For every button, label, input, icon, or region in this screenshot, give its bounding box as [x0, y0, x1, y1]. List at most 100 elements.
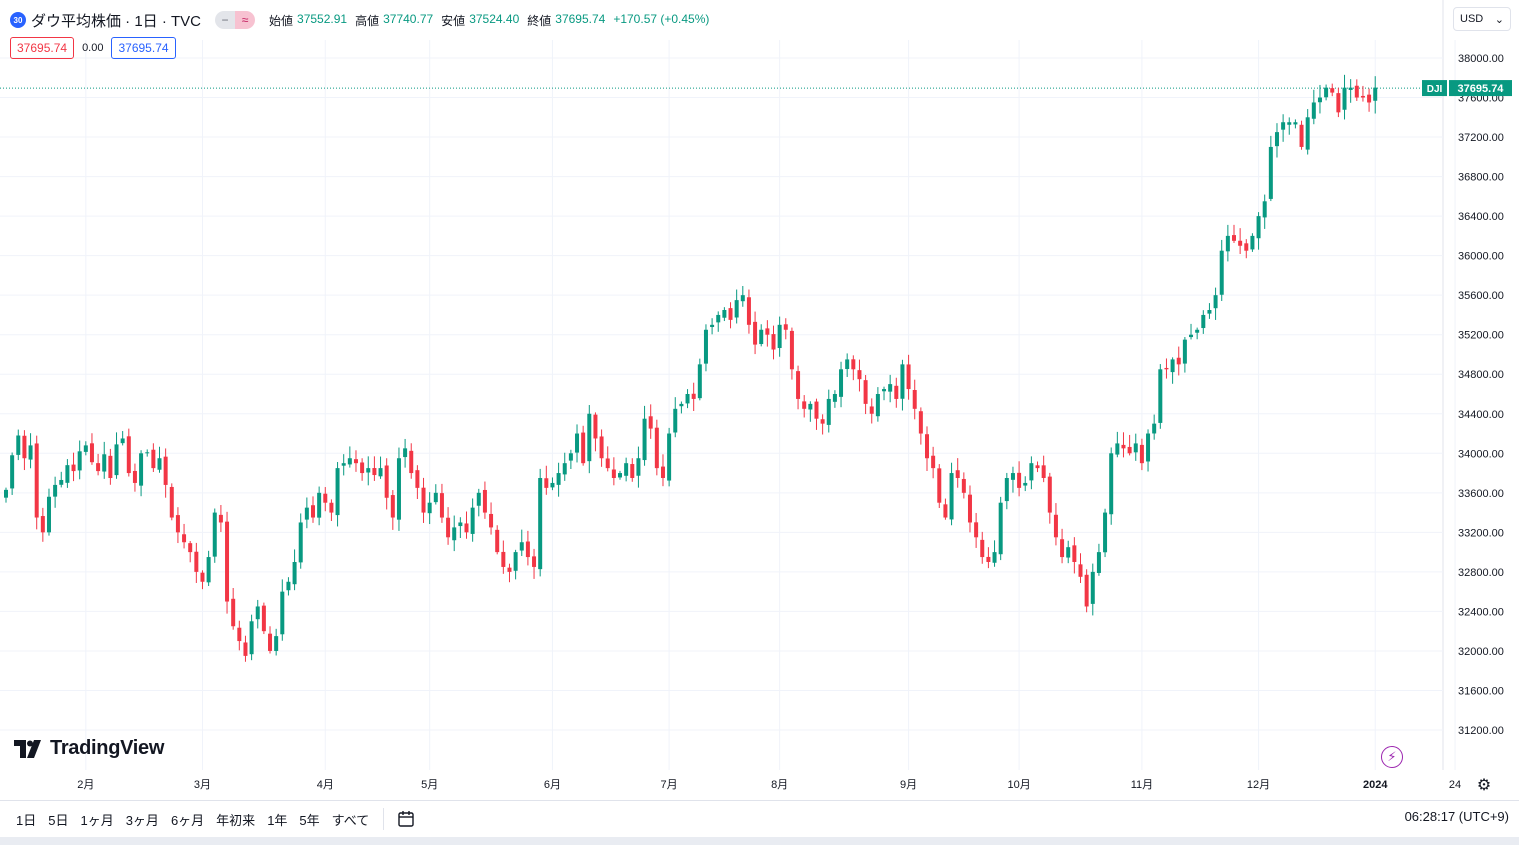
candle-body: [740, 295, 745, 302]
y-tick-label: 35200.00: [1458, 330, 1504, 342]
symbol-badge-icon[interactable]: 30: [10, 12, 26, 28]
price-chart[interactable]: 38000.0037600.0037200.0036800.0036400.00…: [0, 0, 1519, 800]
sell-price-button[interactable]: 37695.74: [10, 37, 75, 59]
candle-body: [40, 516, 45, 533]
candle-body: [992, 552, 997, 563]
candle-body: [335, 468, 340, 516]
compare-icon[interactable]: ≈: [235, 11, 256, 29]
candle-body: [906, 364, 911, 390]
candles: [4, 74, 1378, 662]
timeframe-button[interactable]: 5年: [299, 812, 320, 828]
candle-body: [660, 466, 665, 478]
candle-body: [403, 448, 408, 458]
candle-body: [96, 463, 101, 472]
bid-ask-row: 37695.74 0.00 37695.74: [10, 37, 176, 59]
clock-timezone[interactable]: 06:28:17 (UTC+9): [1404, 809, 1509, 824]
candle-body: [875, 394, 880, 417]
candle-body: [538, 478, 543, 570]
candle-body: [323, 493, 328, 503]
candle-body: [439, 493, 444, 518]
x-tick-label: 2024: [1363, 779, 1388, 791]
candle-body: [667, 433, 672, 481]
candle-body: [145, 452, 150, 454]
high-value: 37740.77: [383, 11, 434, 26]
candle-body: [353, 459, 358, 464]
candle-body: [949, 473, 954, 520]
candle-body: [427, 502, 432, 514]
x-tick-label: 11月: [1131, 779, 1153, 791]
y-tick-label: 31200.00: [1458, 725, 1504, 737]
candle-body: [832, 394, 837, 402]
candle-body: [1256, 216, 1261, 239]
symbol-title[interactable]: ダウ平均株価 · 1日 · TVC: [31, 12, 202, 30]
candle-body: [1342, 87, 1347, 110]
candle-body: [1078, 564, 1083, 577]
candle-body: [796, 371, 801, 399]
candle-body: [200, 572, 205, 582]
footer-strip: [0, 837, 1519, 845]
candle-body: [900, 364, 905, 399]
buy-price-button[interactable]: 37695.74: [111, 37, 176, 59]
candle-body: [458, 522, 463, 527]
candle-body: [114, 444, 119, 476]
x-tick-label: 4月: [317, 779, 334, 791]
candle-body: [998, 502, 1003, 555]
candle-body: [851, 359, 856, 370]
timeframe-button[interactable]: 5日: [48, 812, 69, 828]
candle-body: [304, 507, 309, 520]
candle-body: [1330, 88, 1335, 93]
flash-icon[interactable]: ⚡: [1381, 746, 1403, 768]
candle-body: [34, 443, 39, 518]
x-tick-label: 5月: [421, 779, 438, 791]
x-tick-label: 9月: [900, 779, 917, 791]
candle-body: [1373, 87, 1378, 101]
candle-body: [28, 445, 33, 460]
candle-body: [89, 443, 94, 463]
candle-body: [1139, 444, 1144, 464]
timeframe-button[interactable]: 1年: [267, 812, 288, 828]
candle-body: [65, 465, 70, 483]
candle-body: [495, 529, 500, 553]
candle-body: [225, 521, 230, 602]
candle-body: [1201, 314, 1206, 329]
timeframe-button[interactable]: 6ヶ月: [170, 812, 205, 828]
candle-body: [298, 522, 303, 563]
candle-body: [212, 512, 217, 557]
calendar-icon[interactable]: [392, 805, 420, 833]
candle-body: [1041, 465, 1046, 478]
candle-body: [489, 513, 494, 528]
candle-body: [575, 433, 580, 453]
currency-select[interactable]: USD ⌄: [1453, 7, 1511, 31]
low-value: 37524.40: [469, 11, 520, 26]
candle-body: [931, 455, 936, 469]
candle-body: [1219, 250, 1224, 295]
tradingview-logo[interactable]: TradingView: [14, 737, 164, 760]
candle-body: [1133, 443, 1138, 453]
candle-body: [1066, 547, 1071, 558]
candle-body: [525, 541, 530, 558]
timeframe-button[interactable]: 1ヶ月: [80, 812, 114, 828]
y-tick-label: 35600.00: [1458, 290, 1504, 302]
candle-body: [802, 401, 807, 409]
candle-body: [77, 451, 82, 471]
y-tick-label: 32000.00: [1458, 646, 1504, 658]
candle-body: [888, 384, 893, 392]
timeframe-button[interactable]: すべて: [331, 812, 370, 828]
candle-body: [1096, 552, 1101, 573]
candle-body: [697, 364, 702, 399]
candle-body: [452, 527, 457, 541]
timeframe-button[interactable]: 年初来: [216, 812, 256, 828]
candle-body: [1109, 453, 1114, 515]
candle-body: [1017, 472, 1022, 488]
candle-body: [139, 453, 144, 486]
timeframe-button[interactable]: 1日: [16, 812, 37, 828]
candle-body: [532, 556, 537, 567]
candle-body: [360, 462, 365, 474]
gear-icon[interactable]: ⚙: [1476, 777, 1492, 794]
hide-indicator-icon[interactable]: −: [215, 11, 236, 29]
timeframe-button[interactable]: 3ヶ月: [125, 812, 159, 828]
low-label: 安値: [441, 13, 466, 28]
spread-value: 0.00: [82, 42, 104, 54]
chart-grid: [0, 0, 1456, 770]
candle-body: [814, 401, 819, 419]
